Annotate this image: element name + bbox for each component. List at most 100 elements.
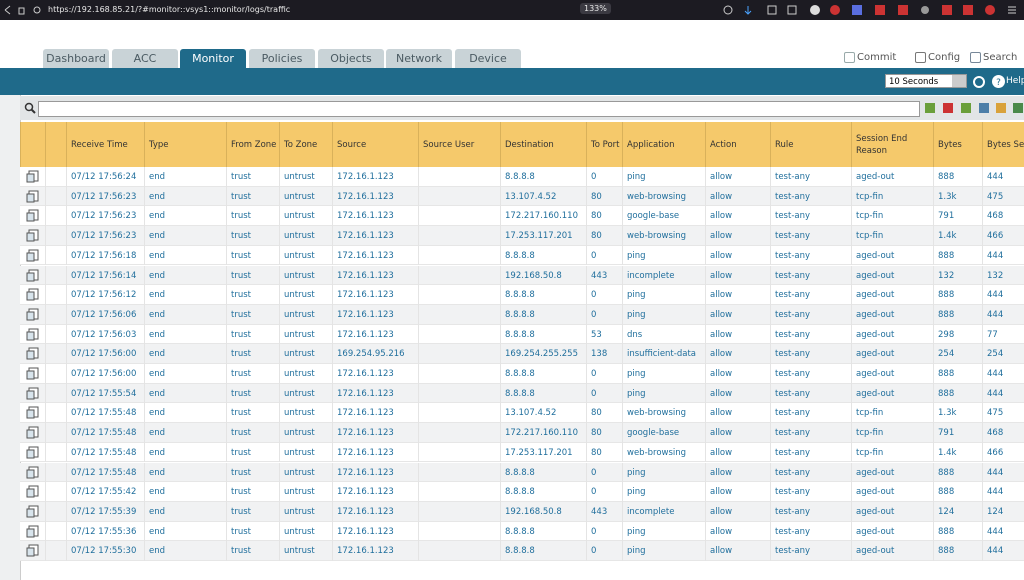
- column-divider: [933, 304, 934, 325]
- column-divider: [705, 462, 706, 483]
- log-cell: 172.217.160.110: [505, 428, 579, 439]
- detail-icon[interactable]: [26, 347, 40, 361]
- log-row[interactable]: 07/12 17:56:18 end trust untrust 172.16.1.12…: [20, 245, 1024, 266]
- column-header[interactable]: Rule: [770, 122, 851, 168]
- log-table: Receive Time Type From Zone To Zone Source So…: [20, 122, 1024, 580]
- detail-icon[interactable]: [26, 328, 40, 342]
- log-cell: trust: [231, 467, 251, 478]
- log-cell: test-any: [775, 290, 811, 301]
- log-row[interactable]: 07/12 17:56:00 end trust untrust 169.254.95.…: [20, 344, 1024, 364]
- log-row[interactable]: 07/12 17:56:23 end trust untrust 172.16.1.12…: [20, 226, 1024, 246]
- nav-tab[interactable]: Dashboard: [43, 49, 109, 68]
- detail-icon[interactable]: [26, 387, 40, 401]
- detail-icon[interactable]: [26, 367, 40, 381]
- column-divider: [770, 423, 771, 443]
- log-row[interactable]: 07/12 17:55:48 end trust untrust 172.16.1.12…: [20, 462, 1024, 483]
- help-icon[interactable]: ?: [991, 74, 1006, 89]
- column-header[interactable]: Bytes: [933, 122, 982, 168]
- log-row[interactable]: 07/12 17:55:36 end trust untrust 172.16.1.12…: [20, 521, 1024, 542]
- log-row[interactable]: 07/12 17:55:48 end trust untrust 172.16.1.12…: [20, 423, 1024, 443]
- action-1[interactable]: Config: [928, 52, 961, 63]
- log-cell: 298: [938, 329, 955, 340]
- log-cell: 80: [591, 231, 602, 242]
- log-cell: ping: [627, 369, 646, 379]
- log-row[interactable]: 07/12 17:56:12 end trust untrust 172.16.1.12…: [20, 285, 1024, 305]
- filter-input[interactable]: [38, 101, 920, 117]
- detail-icon[interactable]: [26, 505, 40, 519]
- log-cell: allow: [710, 172, 733, 182]
- nav-tab[interactable]: Network: [386, 49, 452, 68]
- column-divider: [66, 206, 67, 227]
- detail-icon[interactable]: [26, 288, 40, 302]
- column-header[interactable]: To Port: [586, 122, 622, 168]
- column-header[interactable]: Source User: [418, 122, 500, 168]
- column-divider: [418, 304, 419, 325]
- detail-icon[interactable]: [26, 308, 40, 322]
- action-2[interactable]: Search: [983, 52, 1018, 63]
- column-divider: [705, 285, 706, 305]
- column-header[interactable]: Bytes Sent: [982, 122, 1024, 168]
- column-divider: [332, 462, 333, 483]
- column-divider: [851, 186, 852, 207]
- column-divider: [332, 403, 333, 424]
- nav-tab[interactable]: Policies: [249, 49, 315, 68]
- log-cell: test-any: [775, 329, 811, 340]
- detail-icon[interactable]: [26, 190, 40, 204]
- detail-icon[interactable]: [26, 170, 40, 184]
- detail-icon[interactable]: [26, 466, 40, 480]
- log-row[interactable]: 07/12 17:55:48 end trust untrust 172.16.1.12…: [20, 403, 1024, 424]
- nav-tab[interactable]: Monitor: [180, 49, 246, 68]
- detail-icon[interactable]: [26, 229, 40, 243]
- log-cell: 8.8.8.8: [505, 369, 535, 379]
- detail-icon[interactable]: [26, 406, 40, 420]
- detail-icon[interactable]: [26, 269, 40, 283]
- log-row[interactable]: 07/12 17:56:03 end trust untrust 172.16.1.12…: [20, 324, 1024, 345]
- log-cell: trust: [231, 191, 251, 202]
- filter-buttons[interactable]: [924, 101, 1024, 115]
- column-header[interactable]: Application: [622, 122, 705, 168]
- log-cell: trust: [231, 231, 251, 242]
- url[interactable]: https://192.168.85.21/?#monitor::vsys1::…: [48, 5, 291, 14]
- log-row[interactable]: 07/12 17:55:54 end trust untrust 172.16.1.12…: [20, 383, 1024, 404]
- column-divider: [500, 285, 501, 305]
- column-divider: [982, 265, 983, 286]
- log-row[interactable]: 07/12 17:56:00 end trust untrust 172.16.1.12…: [20, 364, 1024, 384]
- log-row[interactable]: 07/12 17:55:39 end trust untrust 172.16.1.12…: [20, 501, 1024, 522]
- refresh-icon[interactable]: [972, 75, 986, 89]
- log-cell: 80: [591, 408, 602, 419]
- log-row[interactable]: 07/12 17:56:23 end trust untrust 172.16.1.12…: [20, 206, 1024, 227]
- log-row[interactable]: 07/12 17:56:06 end trust untrust 172.16.1.12…: [20, 304, 1024, 325]
- nav-tab[interactable]: ACC: [112, 49, 178, 68]
- column-header[interactable]: From Zone: [226, 122, 279, 168]
- detail-icon[interactable]: [26, 209, 40, 223]
- column-header[interactable]: Destination: [500, 122, 586, 168]
- log-row[interactable]: 07/12 17:56:14 end trust untrust 172.16.1.12…: [20, 265, 1024, 286]
- column-divider: [851, 501, 852, 522]
- help[interactable]: Help: [1006, 76, 1024, 86]
- detail-icon[interactable]: [26, 544, 40, 558]
- column-divider: [982, 403, 983, 424]
- column-header[interactable]: Session End Reason: [851, 122, 933, 168]
- detail-icon[interactable]: [26, 249, 40, 263]
- detail-icon[interactable]: [26, 446, 40, 460]
- column-divider: [500, 245, 501, 266]
- detail-icon[interactable]: [26, 426, 40, 440]
- log-row[interactable]: 07/12 17:56:24 end trust untrust 172.16.1.12…: [20, 167, 1024, 187]
- column-header[interactable]: Action: [705, 122, 770, 168]
- action-0[interactable]: Commit: [857, 52, 897, 63]
- nav-tab[interactable]: Device: [455, 49, 521, 68]
- log-row[interactable]: 07/12 17:55:48 end trust untrust 172.16.1.12…: [20, 442, 1024, 463]
- refresh-select[interactable]: 10 Seconds: [885, 74, 967, 88]
- column-header[interactable]: Type: [144, 122, 226, 168]
- column-divider: [982, 364, 983, 384]
- column-header[interactable]: Source: [332, 122, 418, 168]
- log-cell: insufficient-data: [627, 349, 696, 360]
- detail-icon[interactable]: [26, 525, 40, 539]
- column-header[interactable]: Receive Time: [66, 122, 144, 168]
- detail-icon[interactable]: [26, 485, 40, 499]
- log-row[interactable]: 07/12 17:55:30 end trust untrust 172.16.1.12…: [20, 541, 1024, 561]
- log-row[interactable]: 07/12 17:56:23 end trust untrust 172.16.1.12…: [20, 186, 1024, 207]
- column-header[interactable]: To Zone: [279, 122, 332, 168]
- log-row[interactable]: 07/12 17:55:42 end trust untrust 172.16.1.12…: [20, 482, 1024, 502]
- nav-tab[interactable]: Objects: [318, 49, 384, 68]
